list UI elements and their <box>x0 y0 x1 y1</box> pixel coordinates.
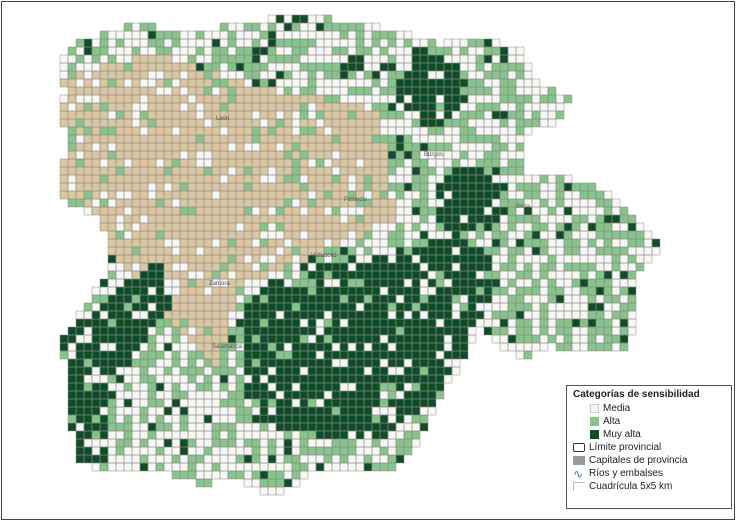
grid-icon <box>573 482 585 491</box>
legend-item-muy-alta: Muy alta <box>573 428 725 441</box>
river-icon: ∿ <box>573 466 584 481</box>
legend-label: Capitales de provincia <box>589 455 688 466</box>
legend-label: Media <box>603 403 631 414</box>
legend-label: Muy alta <box>603 429 641 440</box>
alta-swatch-icon <box>590 417 599 426</box>
legend-item-limite: Límite provincial <box>573 441 725 454</box>
legend-label: Alta <box>603 416 621 427</box>
city-label-leon: León <box>216 116 230 122</box>
city-label-salamanca: Salamanca <box>212 344 243 350</box>
grid-5x5km <box>59 14 661 496</box>
legend-label: Ríos y embalses <box>589 468 663 479</box>
legend-label: Cuadrícula 5x5 km <box>589 481 673 492</box>
legend-item-alta: Alta <box>573 415 725 428</box>
media-swatch-icon <box>590 404 599 413</box>
boundary-icon <box>573 443 585 452</box>
city-label-palencia: Palencia <box>344 197 368 203</box>
legend-item-capitales: Capitales de provincia <box>573 454 725 467</box>
city-label-burgos: Burgos <box>424 152 444 158</box>
city-label-soria: Soria <box>516 204 531 210</box>
city-label-valladolid: Valladolid <box>311 253 337 259</box>
legend-label: Límite provincial <box>589 442 662 453</box>
cells-alta <box>60 15 644 487</box>
legend: Categorías de sensibilidad Media Alta Mu… <box>566 385 732 509</box>
legend-item-rios: ∿ Ríos y embalses <box>573 467 725 480</box>
muy-alta-swatch-icon <box>590 430 599 439</box>
city-label-zamora: Zamora <box>209 281 230 287</box>
legend-item-cuadricula: Cuadrícula 5x5 km <box>573 480 725 493</box>
capital-icon <box>573 456 585 465</box>
legend-title: Categorías de sensibilidad <box>573 389 700 400</box>
legend-item-media: Media <box>573 402 725 415</box>
